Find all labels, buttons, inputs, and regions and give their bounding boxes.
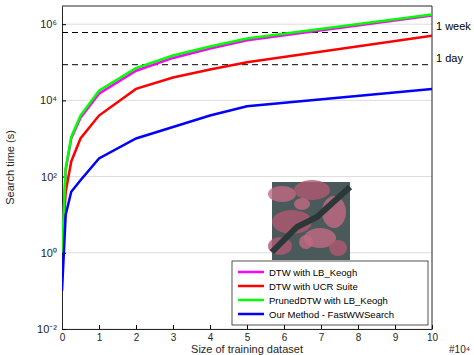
grid-line [62,176,432,177]
legend-swatch [238,313,264,316]
x-tick-label: 0 [60,332,66,343]
y-tick-mark [62,24,66,25]
x-tick: 2 [134,325,140,343]
x-tick-label: 9 [393,332,399,343]
x-tick-mark [321,325,322,329]
x-tick: 4 [208,325,214,343]
x-tick-mark [136,325,137,329]
x-tick: 8 [356,325,362,343]
series-line [62,89,432,291]
x-tick: 3 [171,325,177,343]
x-axis: 0 1 2 3 4 5 6 7 8 9 10 [60,325,439,343]
y-tick-label: 10⁻² [37,323,57,335]
x-tick: 10 [427,325,439,343]
legend-label: PrunedDTW with LB_Keogh [269,295,388,306]
x-tick-mark [247,325,248,329]
y-axis-title: Search time (s) [4,130,16,205]
y-tick-label: 10⁶ [40,18,57,30]
x-tick-label: 1 [97,332,103,343]
legend-label: Our Method - FastWWSearch [269,309,394,320]
y-tick-label: 10² [41,171,57,183]
y-tick: 10² [41,171,66,183]
x-axis-title: Size of training dataset [191,343,303,355]
legend: DTW with LB_Keogh DTW with UCR Suite Prune… [232,261,428,325]
y-tick: 10⁻² [37,323,66,335]
frame [432,6,433,329]
x-tick: 7 [319,325,325,343]
x-tick-label: 4 [208,332,214,343]
legend-label: DTW with LB_Keogh [269,267,357,278]
series-lines [62,14,432,290]
inset-patch [294,198,310,210]
x-tick: 5 [245,325,251,343]
plot: 0 1 2 3 4 5 6 7 8 9 10 10⁻² 10⁰ 10² 10⁴ 10⁶ 1 week 1 day D… [37,6,471,343]
inset-patch [268,186,296,202]
x-tick-label: 2 [134,332,140,343]
x-tick-mark [358,325,359,329]
x-tick-mark [210,325,211,329]
x-tick-label: 5 [245,332,251,343]
inset-feature [272,187,350,252]
chart: 0 1 2 3 4 5 6 7 8 9 10 10⁻² 10⁰ 10² 10⁴ 10⁶ 1 week 1 day D… [0,0,474,355]
x-tick-mark [99,325,100,329]
y-tick: 10⁶ [40,18,66,30]
x-tick: 1 [97,325,103,343]
y-tick-label: 10⁴ [40,94,57,106]
series-line [62,36,432,253]
legend-swatch [238,299,264,302]
reference-line [62,64,432,65]
inset-patch [294,180,330,200]
x-tick-label: 3 [171,332,177,343]
legend-swatch [238,271,264,274]
x-axis-multiplier: #10⁴ [449,344,470,355]
legend-box [232,261,428,325]
annotation-label: 1 day [436,52,463,64]
inset-image [268,180,350,260]
x-tick-mark [395,325,396,329]
x-tick-label: 7 [319,332,325,343]
inset-patch [299,235,313,249]
grid [62,24,432,329]
x-axis-line [63,329,433,330]
inset-patch [329,240,347,256]
x-tick: 6 [282,325,288,343]
y-tick-label: 10⁰ [41,247,57,259]
y-axis: 10⁻² 10⁰ 10² 10⁴ 10⁶ [37,7,66,336]
frame [62,6,432,7]
x-tick: 9 [393,325,399,343]
x-tick-label: 8 [356,332,362,343]
x-tick-label: 6 [282,332,288,343]
y-tick: 10⁴ [40,94,66,106]
x-tick-mark [284,325,285,329]
legend-swatch [238,285,264,288]
reference-line [62,32,432,33]
annotation-label: 1 week [436,20,471,32]
series-line [62,14,432,252]
y-tick-mark [62,100,66,101]
plot-background [62,6,432,329]
series-line [62,15,432,252]
grid-line [62,252,432,253]
x-tick-mark [173,325,174,329]
legend-label: DTW with UCR Suite [269,281,358,292]
y-tick-mark [62,329,66,330]
x-tick-label: 10 [427,332,439,343]
